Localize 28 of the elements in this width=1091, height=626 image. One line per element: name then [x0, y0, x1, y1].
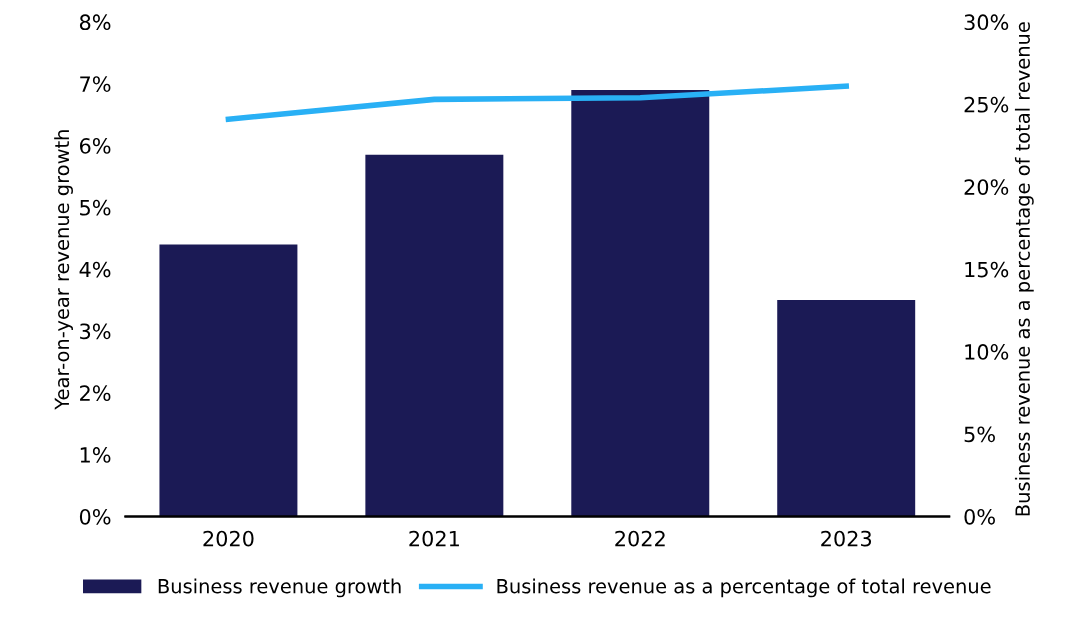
x-tick-label: 2023	[821, 530, 872, 547]
y2-tick-label: 5%	[964, 426, 995, 443]
y2-tick-label: 0%	[964, 508, 995, 525]
y2-axis-title: Business revenue as a percentage of total revenue	[1014, 22, 1034, 516]
x-tick-label: 2021	[409, 530, 459, 547]
bar	[571, 89, 710, 517]
y2-tick-label: 10%	[965, 344, 1009, 360]
y-axis-title: Year-on-year revenue growth	[54, 130, 73, 410]
legend-label: Business revenue as a percentage of total revenue	[497, 578, 991, 598]
y2-tick-label: 20%	[964, 179, 1009, 195]
legend-label: Business revenue growth	[158, 578, 401, 598]
x-tick-label: 2022	[615, 530, 665, 547]
y-tick-label: 6%	[79, 138, 111, 154]
x-tick-label: 2020	[203, 530, 254, 547]
y-tick-label: 2%	[80, 385, 111, 402]
y2-tick-label: 30%	[964, 14, 1009, 31]
y-tick-label: 8%	[79, 14, 111, 31]
y-tick-label: 3%	[80, 323, 111, 340]
y2-tick-label: 15%	[965, 261, 1009, 278]
bar	[777, 300, 916, 517]
y-tick-label: 1%	[80, 447, 111, 463]
y2-tick-label: 25%	[964, 96, 1009, 113]
y-tick-label: 0%	[79, 508, 111, 525]
y-tick-label: 7%	[80, 76, 111, 92]
bar	[365, 154, 504, 517]
bar	[159, 244, 298, 517]
y-tick-label: 5%	[80, 199, 111, 216]
y-tick-label: 4%	[79, 261, 111, 278]
